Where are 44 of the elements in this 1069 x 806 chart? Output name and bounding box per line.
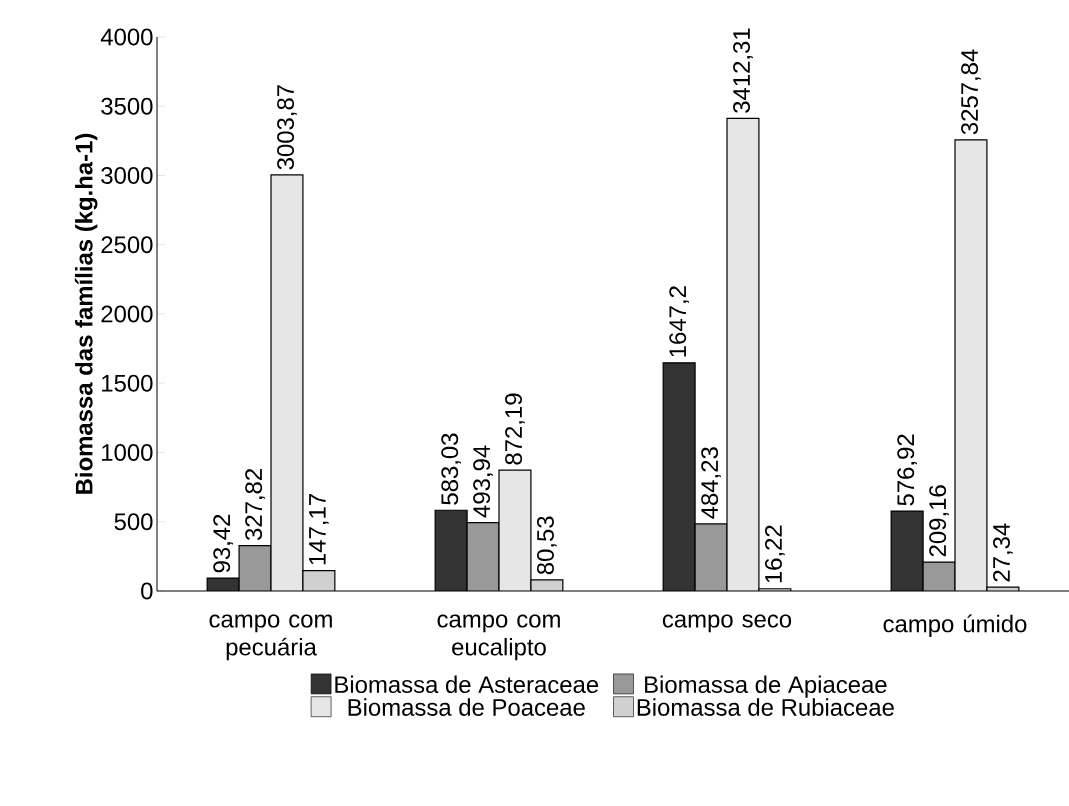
- data-label: 16,22: [765, 525, 785, 583]
- bar: [663, 362, 696, 591]
- data-label: 3003,87: [277, 85, 297, 170]
- data-label: 27,34: [993, 523, 1013, 582]
- bar: [695, 523, 728, 591]
- bar: [727, 118, 759, 591]
- y-tick-label: 500: [114, 513, 153, 531]
- bar: [271, 174, 303, 591]
- y-tick-label: 3000: [101, 167, 153, 184]
- y-tick-label: 1500: [102, 374, 153, 392]
- data-label: 209,16: [929, 485, 949, 557]
- legend-label: Biomassa de Apiaceae: [645, 675, 887, 698]
- data-label: 1647,2: [669, 286, 690, 357]
- bar: [890, 510, 924, 591]
- y-tick-label: 0: [141, 582, 153, 600]
- y-axis-title: Biomassa das famílias (kg.ha-1): [74, 133, 98, 494]
- x-tick-label: campo seco: [662, 614, 792, 633]
- data-label: 147,17: [309, 494, 329, 565]
- bar: [467, 522, 499, 591]
- data-label: 576,92: [897, 434, 918, 506]
- data-label: 484,23: [701, 447, 721, 519]
- legend-label: Biomassa de Poaceae: [348, 698, 585, 716]
- y-tick-label: 1000: [102, 444, 153, 461]
- data-label: 3412,31: [733, 28, 753, 113]
- legend-label: Biomassa de Rubiaceae: [637, 698, 894, 716]
- y-tick-label: 2000: [101, 305, 153, 323]
- y-tick-label: 3500: [101, 97, 153, 115]
- x-tick-label: campo úmido: [883, 614, 1027, 638]
- bar: [435, 510, 468, 591]
- data-label: 493,94: [473, 445, 493, 518]
- data-label: 872,19: [505, 393, 525, 465]
- bar: [239, 545, 271, 591]
- x-tick-label: campo com eucalipto: [437, 614, 560, 661]
- bar: [954, 139, 988, 591]
- data-label: 93,42: [213, 514, 233, 573]
- data-label: 80,53: [537, 516, 557, 575]
- y-tick-label: 4000: [100, 28, 153, 46]
- y-tick-label: 2500: [101, 236, 153, 254]
- data-label: 583,03: [441, 433, 461, 505]
- data-label: 3257,84: [961, 49, 981, 135]
- data-label: 327,82: [245, 469, 265, 541]
- legend-label: Biomassa de Asteraceae: [335, 675, 599, 694]
- bar: [499, 470, 531, 591]
- x-tick-label: campo com pecuária: [209, 614, 332, 661]
